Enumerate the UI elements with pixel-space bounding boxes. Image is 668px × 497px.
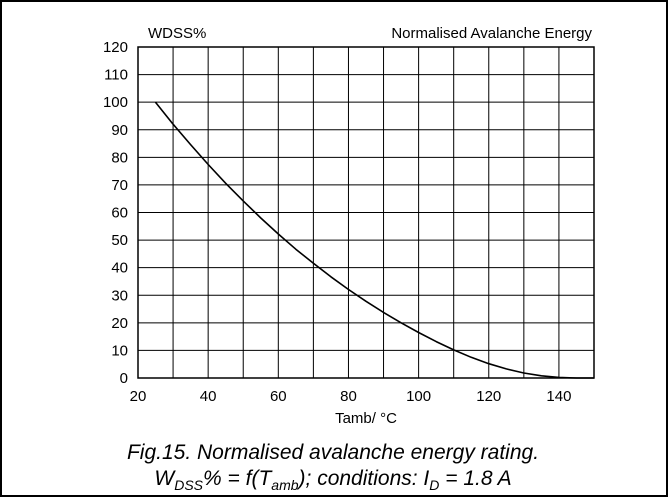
x-axis-label: Tamb/ °C [335, 410, 397, 427]
caption-line-2: WDSS% = f(Tamb); conditions: ID = 1.8 A [154, 467, 511, 493]
chart-title: Normalised Avalanche Energy [391, 25, 592, 42]
y-tick-label: 50 [111, 232, 128, 249]
series-group [154, 101, 594, 379]
caption-tail: ); conditions: I [296, 467, 430, 490]
caption-w-subscript: DSS [174, 477, 203, 493]
y-tick-label: 90 [111, 122, 128, 139]
caption-end: = 1.8 A [439, 467, 511, 490]
caption-w: W [154, 467, 176, 490]
y-tick-label: 20 [111, 315, 128, 332]
x-tick-label: 60 [270, 388, 287, 405]
y-axis-label: WDSS% [148, 25, 206, 42]
x-tick-label: 40 [200, 388, 217, 405]
y-axis-ticks: 0 10 20 30 40 50 60 70 80 90 100 110 120 [103, 39, 128, 387]
series-line [154, 101, 594, 379]
y-tick-label: 70 [111, 177, 128, 194]
y-tick-label: 40 [111, 260, 128, 277]
caption-line-1: Fig.15. Normalised avalanche energy rati… [127, 441, 539, 464]
y-tick-label: 120 [103, 39, 128, 56]
y-tick-label: 60 [111, 205, 128, 222]
caption-mid: % = f(T [203, 467, 273, 490]
y-tick-label: 10 [111, 342, 128, 359]
plot-area [137, 46, 595, 379]
x-tick-label: 20 [130, 388, 147, 405]
y-tick-label: 30 [111, 287, 128, 304]
y-tick-label: 100 [103, 94, 128, 111]
y-tick-label: 80 [111, 149, 128, 166]
y-tick-label: 110 [104, 67, 128, 84]
caption-i-subscript: D [429, 477, 439, 493]
y-tick-label: 0 [120, 370, 128, 387]
x-tick-label: 100 [406, 388, 431, 405]
x-tick-label: 120 [476, 388, 501, 405]
caption-t-subscript: amb [271, 477, 298, 493]
gridlines [138, 47, 594, 378]
x-tick-label: 140 [546, 388, 571, 405]
x-axis-ticks: 20 40 60 80 100 120 140 [130, 388, 572, 405]
x-tick-label: 80 [340, 388, 357, 405]
